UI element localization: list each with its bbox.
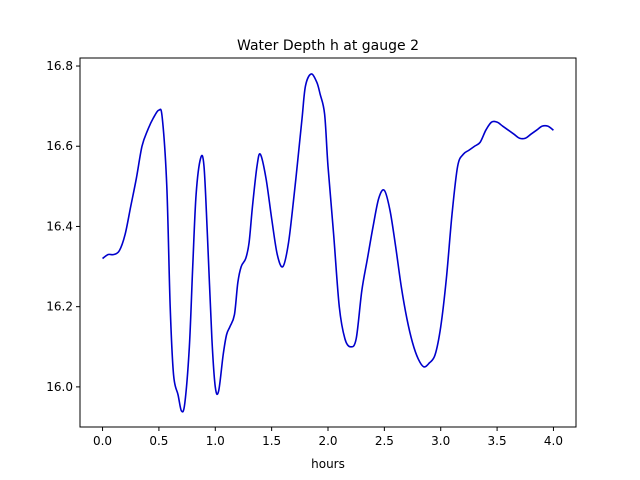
y-tick-label: 16.2 (46, 300, 73, 314)
series-line (102, 73, 554, 413)
y-tick-label: 16.8 (46, 59, 73, 73)
x-tick-label: 3.5 (488, 434, 507, 448)
y-axis-ticks: 16.0 16.2 16.4 16.6 16.8 (46, 59, 80, 394)
x-tick-label: 3.0 (431, 434, 450, 448)
series-layer (102, 73, 554, 413)
y-tick-label: 16.4 (46, 219, 73, 233)
x-tick-label: 1.5 (262, 434, 281, 448)
x-tick-label: 0.5 (149, 434, 168, 448)
chart-title: Water Depth h at gauge 2 (237, 38, 419, 54)
x-tick-label: 4.0 (544, 434, 563, 448)
x-tick-label: 2.0 (318, 434, 337, 448)
plot-area-frame (79, 57, 577, 428)
x-axis-ticks: 0.0 0.5 1.0 1.5 2.0 2.5 3.0 3.5 4.0 (93, 427, 563, 448)
x-tick-label: 1.0 (206, 434, 225, 448)
x-tick-label: 2.5 (375, 434, 394, 448)
x-axis-label: hours (311, 457, 345, 471)
x-tick-label: 0.0 (93, 434, 112, 448)
y-tick-label: 16.0 (46, 380, 73, 394)
y-tick-label: 16.6 (46, 139, 73, 153)
